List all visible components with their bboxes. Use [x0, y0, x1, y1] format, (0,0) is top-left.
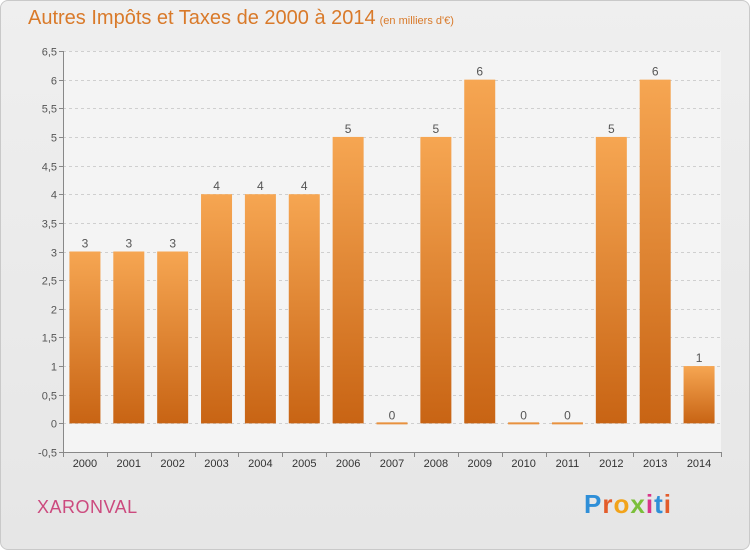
data-label-2010: 0 [520, 408, 527, 422]
y-axis: -0,5 0 0,5 1 1,5 2 2,5 3 3,5 4 4,5 5 5,5 6 6,5 [38, 47, 64, 460]
data-label-2001: 3 [125, 237, 132, 251]
data-label-2009: 6 [476, 65, 483, 79]
bar-2011 [551, 422, 583, 425]
x-tick-label: 2010 [511, 458, 535, 470]
x-tick-label: 2011 [556, 458, 580, 470]
x-tick-label: 2002 [160, 458, 184, 470]
bar-2012 [595, 136, 627, 424]
chart-subtitle: (en milliers d'€) [379, 15, 454, 27]
data-label-2000: 3 [82, 237, 89, 251]
x-tick-label: 2012 [599, 458, 623, 470]
data-label-2006: 5 [345, 122, 352, 136]
y-tick-label: 4,5 [42, 162, 57, 174]
data-label-2002: 3 [169, 237, 176, 251]
y-tick-label: 1 [51, 362, 57, 374]
x-tick-label: 2003 [204, 458, 228, 470]
bar-2013 [639, 79, 671, 424]
x-tick-label: 2000 [73, 458, 97, 470]
y-tick-label: 0 [51, 419, 57, 431]
data-label-2004: 4 [257, 179, 264, 193]
bar-2001 [113, 251, 145, 424]
y-tick-label: 2,5 [42, 276, 57, 288]
data-label-2008: 5 [433, 122, 440, 136]
x-tick-label: 2001 [117, 458, 141, 470]
bars [69, 79, 715, 425]
bar-2007 [376, 422, 408, 425]
x-tick-label: 2013 [643, 458, 667, 470]
x-tick-label: 2008 [424, 458, 448, 470]
y-tick-label: 3,5 [42, 219, 57, 231]
x-tick-label: 2004 [248, 458, 272, 470]
x-tick-label: 2009 [467, 458, 491, 470]
y-tick-label: 0,5 [42, 391, 57, 403]
proxiti-logo: Proxiti [584, 489, 672, 519]
y-tick-label: 3 [51, 248, 57, 260]
bar-2014 [683, 366, 715, 424]
data-label-2013: 6 [652, 65, 659, 79]
bar-2009 [464, 79, 496, 424]
chart-title-text: Autres Impôts et Taxes de 2000 à 2014 [28, 7, 376, 29]
commune-name: XARONVAL [37, 497, 138, 517]
y-tick-label: 5 [51, 133, 57, 145]
data-label-2005: 4 [301, 179, 308, 193]
bar-2000 [69, 251, 101, 424]
y-tick-label: 4 [51, 190, 57, 202]
x-tick-label: 2007 [380, 458, 404, 470]
bar-2002 [157, 251, 189, 424]
bar-2005 [288, 194, 320, 424]
data-labels: 3 3 3 4 4 4 5 0 5 6 0 0 5 6 1 [82, 65, 703, 423]
bar-2003 [201, 194, 233, 424]
bar-2006 [332, 136, 364, 424]
y-tick-label: 6,5 [42, 47, 57, 59]
y-tick-label: 5,5 [42, 104, 57, 116]
x-tick-label: 2005 [292, 458, 316, 470]
bar-2008 [420, 136, 452, 424]
bar-2010 [508, 422, 540, 425]
y-tick-label: -0,5 [38, 448, 57, 460]
x-axis: 2000 2001 2002 2003 2004 2005 2006 2007 2008 2009… [63, 452, 722, 470]
bar-2004 [244, 194, 276, 424]
y-tick-label: 2 [51, 305, 57, 317]
x-tick-label: 2006 [336, 458, 360, 470]
data-label-2003: 4 [213, 179, 220, 193]
x-tick-label: 2014 [687, 458, 711, 470]
data-label-2014: 1 [696, 351, 703, 365]
data-label-2012: 5 [608, 122, 615, 136]
y-tick-label: 6 [51, 76, 57, 88]
data-label-2007: 0 [389, 408, 396, 422]
chart-title: Autres Impôts et Taxes de 2000 à 2014 (en… [28, 7, 454, 30]
y-tick-label: 1,5 [42, 333, 57, 345]
data-label-2011: 0 [564, 408, 571, 422]
